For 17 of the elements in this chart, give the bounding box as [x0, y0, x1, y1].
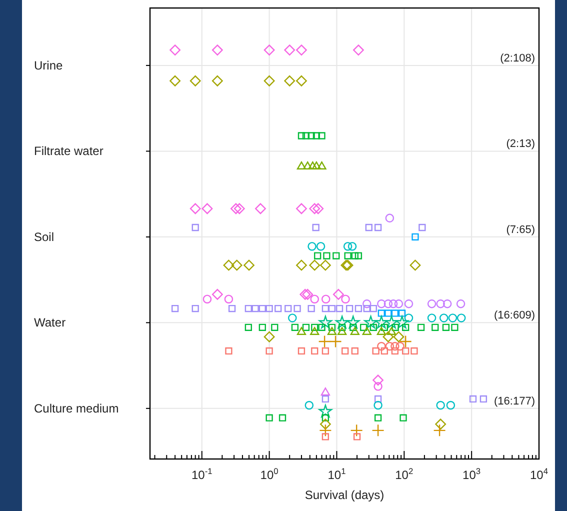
annotation: (2:108) [500, 52, 535, 64]
y-tick-label: Filtrate water [34, 144, 104, 158]
x-tick-label: 10$^{2}$ [395, 466, 414, 482]
x-tick-label: 10$^{0}$ [260, 466, 279, 482]
annotation: (2:13) [506, 138, 535, 150]
x-tick-label: 10$^{1}$ [328, 466, 346, 482]
x-tick-label: 10$^{-1}$ [191, 466, 213, 482]
y-tick-label: Soil [34, 230, 54, 244]
annotation: (16:177) [494, 395, 535, 408]
annotation: (7:65) [506, 224, 535, 236]
x-tick-label: 10$^{4}$ [530, 466, 548, 482]
x-axis-title: Survival (days) [304, 488, 384, 502]
annotation: (16:609) [494, 310, 535, 322]
y-tick-label: Water [34, 316, 66, 330]
y-tick-label: Culture medium [34, 401, 119, 416]
x-tick-label: 10$^{3}$ [462, 466, 481, 482]
y-tick-label: Urine [34, 58, 63, 72]
